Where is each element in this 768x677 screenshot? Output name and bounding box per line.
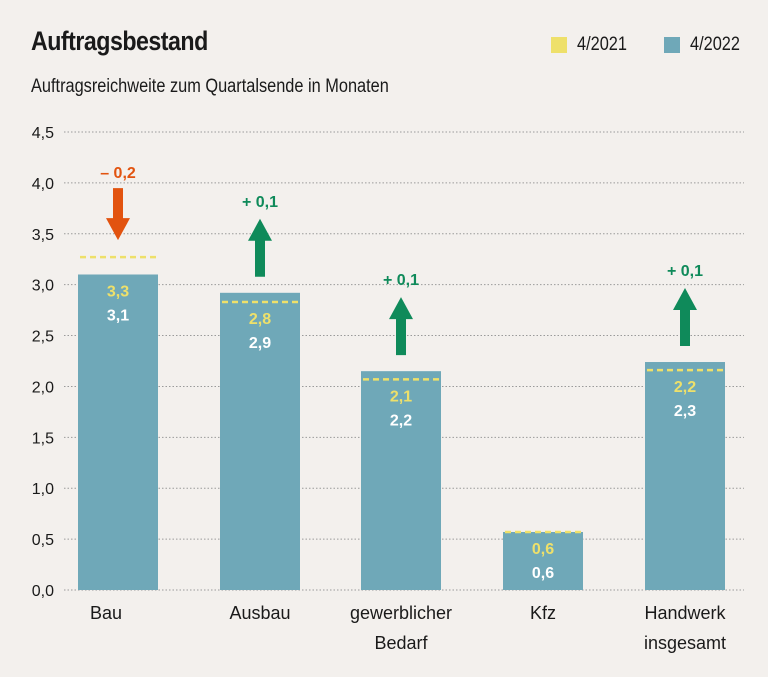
arrow-up-icon — [673, 288, 697, 347]
value-label-2021: 2,2 — [674, 379, 696, 396]
chart-subtitle: Auftragsreichweite zum Quartalsende in M… — [31, 76, 389, 97]
category-label: insgesamt — [644, 633, 726, 653]
change-label: + 0,1 — [242, 194, 278, 211]
y-tick-label: 4,0 — [32, 176, 54, 193]
value-label-2022: 0,6 — [532, 565, 554, 582]
y-tick-label: 0,0 — [32, 583, 54, 600]
bar-4-2022 — [503, 531, 583, 590]
category-label: Ausbau — [229, 603, 290, 623]
change-label: + 0,1 — [383, 272, 419, 289]
value-label-2022: 3,1 — [107, 307, 129, 324]
arrow-up-icon — [248, 218, 272, 277]
legend-item-2021: 4/2021 — [551, 34, 635, 56]
y-tick-label: 3,5 — [32, 227, 54, 244]
y-tick-label: 3,0 — [32, 278, 54, 295]
chart-title: Auftragsbestand — [31, 26, 208, 56]
legend-label-2021: 4/2021 — [577, 34, 627, 55]
value-label-2021: 2,1 — [390, 388, 412, 405]
value-label-2022: 2,3 — [674, 403, 696, 420]
category-label: gewerblicher — [350, 603, 452, 623]
value-label-2022: 2,9 — [249, 335, 271, 352]
value-label-2021: 3,3 — [107, 283, 129, 300]
value-label-2021: 2,8 — [249, 311, 271, 328]
y-tick-label: 1,5 — [32, 430, 54, 447]
change-label: – 0,2 — [100, 165, 136, 182]
legend-swatch-2022 — [664, 37, 680, 53]
category-label: Handwerk — [644, 603, 726, 623]
category-label: Bedarf — [374, 633, 428, 653]
bar-4-2022 — [78, 274, 158, 590]
legend-item-2022: 4/2022 — [664, 34, 748, 56]
y-tick-label: 2,0 — [32, 379, 54, 396]
bar-4-2022 — [361, 371, 441, 590]
bar-4-2022 — [645, 362, 725, 590]
value-label-2021: 0,6 — [532, 541, 554, 558]
y-tick-label: 0,5 — [32, 532, 54, 549]
bar-4-2022 — [220, 292, 300, 590]
category-label: Bau — [90, 603, 122, 623]
category-label: Kfz — [530, 603, 556, 623]
legend-swatch-2021 — [551, 37, 567, 53]
arrow-up-icon — [389, 297, 413, 356]
y-tick-label: 4,5 — [32, 125, 54, 142]
change-label: + 0,1 — [667, 263, 703, 280]
y-tick-label: 1,0 — [32, 481, 54, 498]
value-label-2022: 2,2 — [390, 412, 412, 429]
y-tick-label: 2,5 — [32, 329, 54, 346]
legend-label-2022: 4/2022 — [690, 34, 740, 55]
arrow-down-icon — [106, 188, 130, 241]
